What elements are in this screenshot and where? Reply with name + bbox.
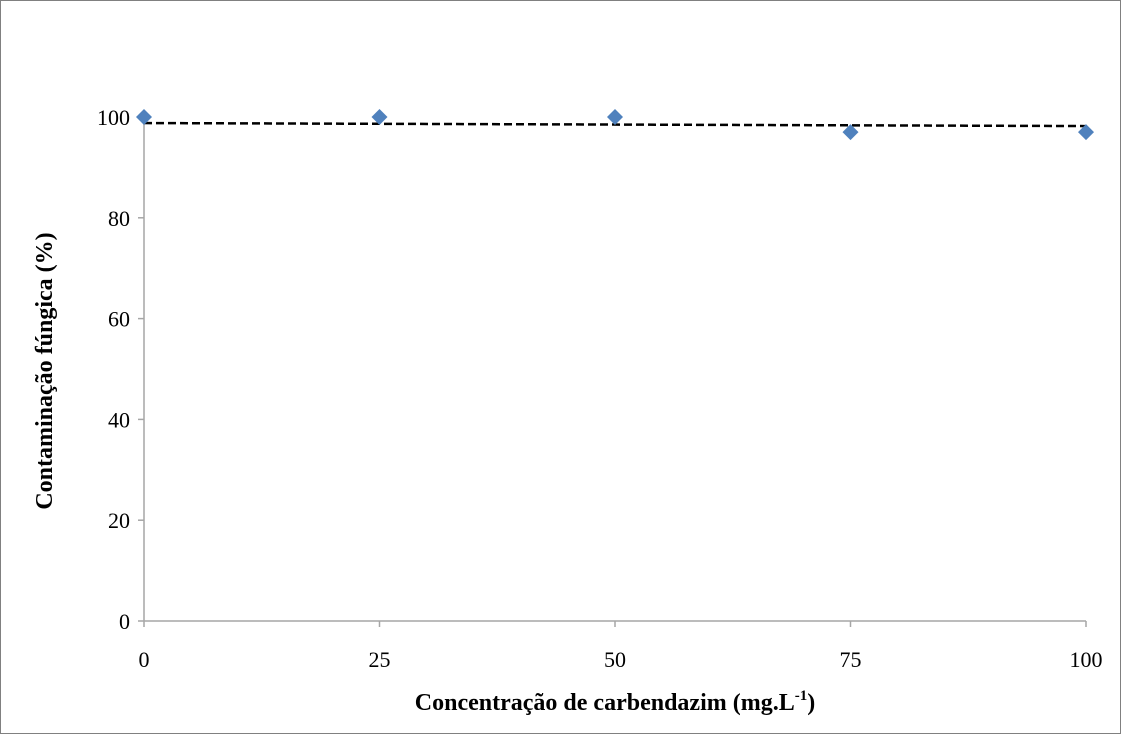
data-points [136,109,1094,141]
x-axis-title: Concentração de carbendazim (mg.L-1) [415,688,815,716]
data-point [842,124,859,141]
x-tick-label: 75 [840,647,862,672]
x-tick-label: 25 [369,647,391,672]
y-tick-label: 0 [119,609,130,634]
y-axis-title: Contaminação fúngica (%) [32,232,58,509]
y-tick-label: 60 [108,307,130,332]
data-point [371,109,388,125]
x-axis-title-superscript: -1 [795,688,808,704]
data-point [607,109,623,125]
x-tick-label: 50 [604,647,626,672]
x-tick-labels: 0 25 50 75 100 [139,621,1103,672]
y-tick-label: 80 [108,206,130,231]
y-tick-label: 100 [97,105,130,130]
y-tick-label: 40 [108,407,130,432]
x-tick-label: 100 [1070,647,1103,672]
data-point [136,109,152,125]
x-axis-title-suffix: ) [807,690,815,716]
y-tick-label: 20 [108,508,130,533]
x-tick-label: 0 [139,647,150,672]
data-point [1078,124,1094,141]
x-axis-title-main: Concentração de carbendazim (mg.L [415,690,795,716]
y-tick-labels: 0 20 40 60 80 100 [97,105,144,634]
